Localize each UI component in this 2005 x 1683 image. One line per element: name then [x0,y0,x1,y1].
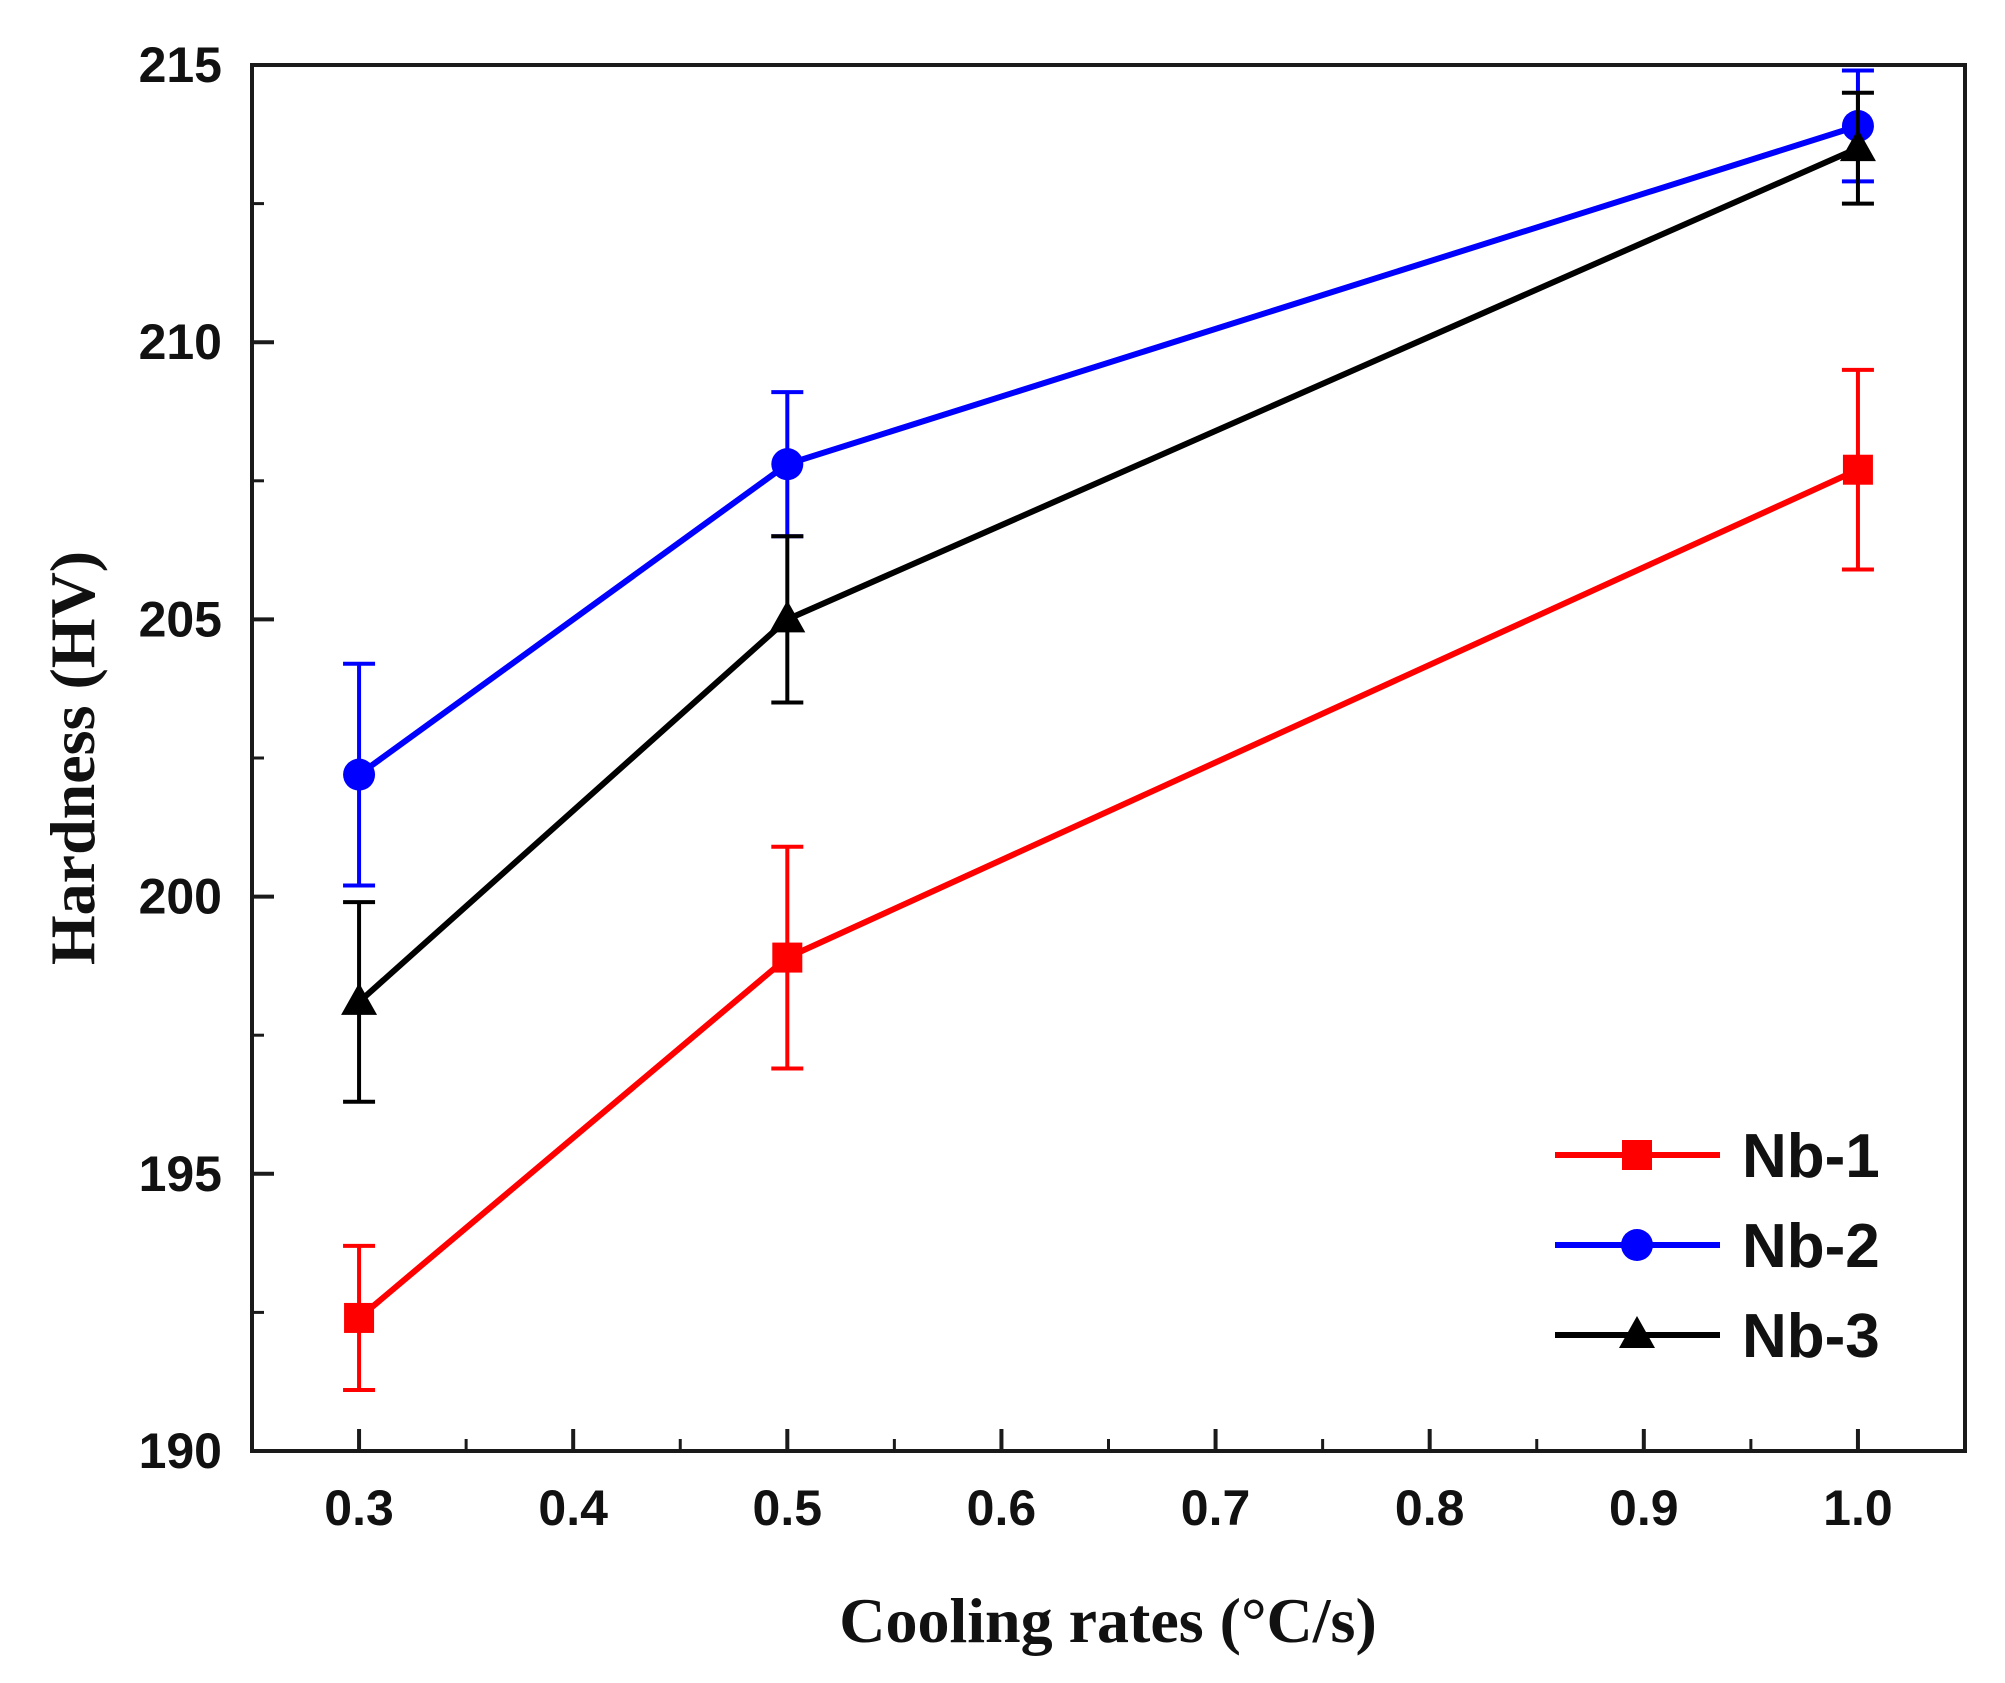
x-axis-title: Cooling rates (°C/s) [839,1585,1377,1656]
legend-marker-nb-2 [1621,1229,1653,1261]
data-point-nb-3 [1839,129,1876,162]
y-tick-label: 190 [139,1423,222,1479]
x-tick-label: 0.6 [967,1480,1037,1536]
y-tick-label: 195 [139,1146,222,1202]
legend-label-nb-1: Nb-1 [1742,1122,1880,1191]
axes-layer: 0.3 0.4 0.5 0.6 0.7 0.8 0.9 1.0 190 195 200 205 210 2… [139,37,1893,1536]
data-point-nb-2 [771,448,804,481]
series-layer [341,68,1876,1393]
x-tick-label: 1.0 [1823,1480,1893,1536]
y-tick-label: 215 [139,37,222,93]
x-tick-label: 0.8 [1395,1480,1465,1536]
series-nb-2 [343,68,1874,888]
y-tick-label: 210 [139,314,222,370]
legend-marker-nb-1 [1622,1140,1652,1170]
legend: Nb-1 Nb-2 Nb-3 [1555,1122,1880,1371]
legend-entry-nb-2: Nb-2 [1555,1212,1880,1281]
series-line-nb-2 [357,123,1859,778]
data-point-nb-1 [344,1302,375,1333]
data-point-nb-3 [769,600,806,633]
x-tick-label: 0.7 [1181,1480,1251,1536]
series-line-nb-1 [357,466,1860,1321]
series-nb-3 [341,90,1876,1104]
legend-label-nb-3: Nb-3 [1742,1302,1880,1371]
y-tick-label: 205 [139,591,222,647]
legend-label-nb-2: Nb-2 [1742,1212,1880,1281]
data-point-nb-1 [772,942,803,973]
data-point-nb-2 [343,758,376,791]
legend-entry-nb-3: Nb-3 [1555,1302,1880,1371]
x-tick-label: 0.5 [753,1480,823,1536]
y-tick-label: 200 [139,869,222,925]
series-nb-1 [343,367,1874,1393]
data-point-nb-3 [341,982,378,1015]
legend-entry-nb-1: Nb-1 [1555,1122,1880,1191]
x-tick-label: 0.4 [538,1480,608,1536]
data-point-nb-1 [1842,454,1873,485]
y-axis-title: Hardness (HV) [37,551,108,965]
x-tick-label: 0.3 [324,1480,394,1536]
x-tick-label: 0.9 [1609,1480,1679,1536]
legend-marker-nb-3 [1619,1316,1655,1348]
